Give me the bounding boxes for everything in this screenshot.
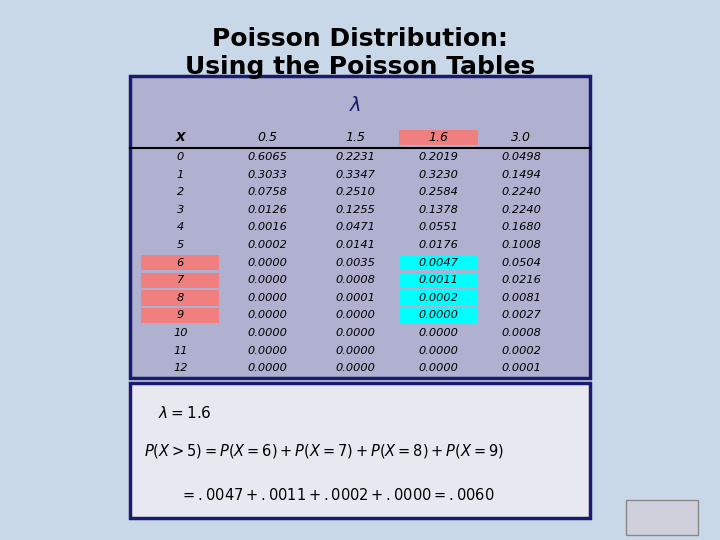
Text: 0.2584: 0.2584	[418, 187, 458, 197]
Text: 0.0001: 0.0001	[501, 363, 541, 373]
FancyBboxPatch shape	[399, 290, 477, 306]
Text: Poisson Distribution:
Using the Poisson Tables: Poisson Distribution: Using the Poisson …	[185, 27, 535, 79]
Text: 0.0000: 0.0000	[418, 328, 458, 338]
Text: 56: 56	[653, 510, 672, 524]
Text: 12: 12	[173, 363, 187, 373]
Text: 0.0000: 0.0000	[418, 363, 458, 373]
Text: 0.0000: 0.0000	[336, 310, 375, 320]
Text: 11: 11	[173, 346, 187, 356]
Text: 3: 3	[176, 205, 184, 215]
Text: 0.1255: 0.1255	[336, 205, 375, 215]
Text: 0.3230: 0.3230	[418, 170, 458, 180]
Text: 0.0551: 0.0551	[418, 222, 458, 232]
Text: 0.1378: 0.1378	[418, 205, 458, 215]
Text: 0.0000: 0.0000	[418, 346, 458, 356]
Text: 0.0176: 0.0176	[418, 240, 458, 250]
Text: 0.0002: 0.0002	[418, 293, 458, 303]
Text: 0.0504: 0.0504	[501, 258, 541, 268]
FancyBboxPatch shape	[141, 255, 220, 271]
Text: 0.0216: 0.0216	[501, 275, 541, 285]
Text: 0.0001: 0.0001	[336, 293, 375, 303]
Text: 0.0002: 0.0002	[501, 346, 541, 356]
Text: 0.5: 0.5	[258, 131, 278, 144]
Text: 0.0016: 0.0016	[248, 222, 288, 232]
Text: 0.2231: 0.2231	[336, 152, 375, 162]
Text: 0.0008: 0.0008	[501, 328, 541, 338]
Text: $\lambda = 1.6$: $\lambda = 1.6$	[158, 405, 212, 421]
Text: 0.6065: 0.6065	[248, 152, 288, 162]
Text: 3.0: 3.0	[511, 131, 531, 144]
Text: 0.0047: 0.0047	[418, 258, 458, 268]
Text: 1.5: 1.5	[346, 131, 365, 144]
FancyBboxPatch shape	[141, 273, 220, 288]
Text: 0.0027: 0.0027	[501, 310, 541, 320]
FancyBboxPatch shape	[626, 500, 698, 535]
Text: 0.3347: 0.3347	[336, 170, 375, 180]
Text: 0.0000: 0.0000	[418, 310, 458, 320]
Text: 0.2240: 0.2240	[501, 205, 541, 215]
Text: 8: 8	[176, 293, 184, 303]
Text: 0.0000: 0.0000	[248, 258, 288, 268]
Text: 0.1494: 0.1494	[501, 170, 541, 180]
Text: 0.2240: 0.2240	[501, 187, 541, 197]
Text: 7: 7	[176, 275, 184, 285]
Text: 0.0081: 0.0081	[501, 293, 541, 303]
Text: 0.0000: 0.0000	[248, 310, 288, 320]
Text: 0.0002: 0.0002	[248, 240, 288, 250]
Text: 1.6: 1.6	[428, 131, 449, 144]
Text: $= .0047 + .0011 + .0002 + .0000 = .0060$: $= .0047 + .0011 + .0002 + .0000 = .0060…	[180, 487, 495, 503]
Text: 0.0000: 0.0000	[336, 346, 375, 356]
Text: 0.0141: 0.0141	[336, 240, 375, 250]
Text: 0.0000: 0.0000	[248, 275, 288, 285]
Text: 4: 4	[176, 222, 184, 232]
Text: 10: 10	[173, 328, 187, 338]
Text: $\lambda$: $\lambda$	[349, 96, 361, 115]
Text: 6: 6	[176, 258, 184, 268]
Text: 1: 1	[176, 170, 184, 180]
Text: $P(X > 5) = P(X = 6) + P(X = 7) + P(X = 8) + P(X = 9)$: $P(X > 5) = P(X = 6) + P(X = 7) + P(X = …	[144, 442, 504, 460]
Text: 0.0758: 0.0758	[248, 187, 288, 197]
Text: 0.0000: 0.0000	[248, 346, 288, 356]
Text: 0.0126: 0.0126	[248, 205, 288, 215]
FancyBboxPatch shape	[141, 290, 220, 306]
Text: 0.1008: 0.1008	[501, 240, 541, 250]
Text: 0.1680: 0.1680	[501, 222, 541, 232]
FancyBboxPatch shape	[399, 130, 477, 145]
Text: 0.0008: 0.0008	[336, 275, 375, 285]
Text: 9: 9	[176, 310, 184, 320]
Text: 0.2019: 0.2019	[418, 152, 458, 162]
Text: 0.0000: 0.0000	[336, 328, 375, 338]
Text: 0: 0	[176, 152, 184, 162]
FancyBboxPatch shape	[130, 76, 590, 378]
Text: 0.0471: 0.0471	[336, 222, 375, 232]
Text: 0.0035: 0.0035	[336, 258, 375, 268]
Text: 0.0498: 0.0498	[501, 152, 541, 162]
Text: 0.3033: 0.3033	[248, 170, 288, 180]
Text: 0.0000: 0.0000	[248, 328, 288, 338]
FancyBboxPatch shape	[399, 255, 477, 271]
FancyBboxPatch shape	[399, 273, 477, 288]
Text: 0.0000: 0.0000	[248, 363, 288, 373]
FancyBboxPatch shape	[130, 383, 590, 518]
FancyBboxPatch shape	[141, 308, 220, 323]
Text: X: X	[176, 131, 185, 144]
Text: 0.2510: 0.2510	[336, 187, 375, 197]
Text: 0.0000: 0.0000	[336, 363, 375, 373]
Text: 2: 2	[176, 187, 184, 197]
Text: 5: 5	[176, 240, 184, 250]
FancyBboxPatch shape	[399, 308, 477, 323]
Text: 0.0011: 0.0011	[418, 275, 458, 285]
Text: 0.0000: 0.0000	[248, 293, 288, 303]
